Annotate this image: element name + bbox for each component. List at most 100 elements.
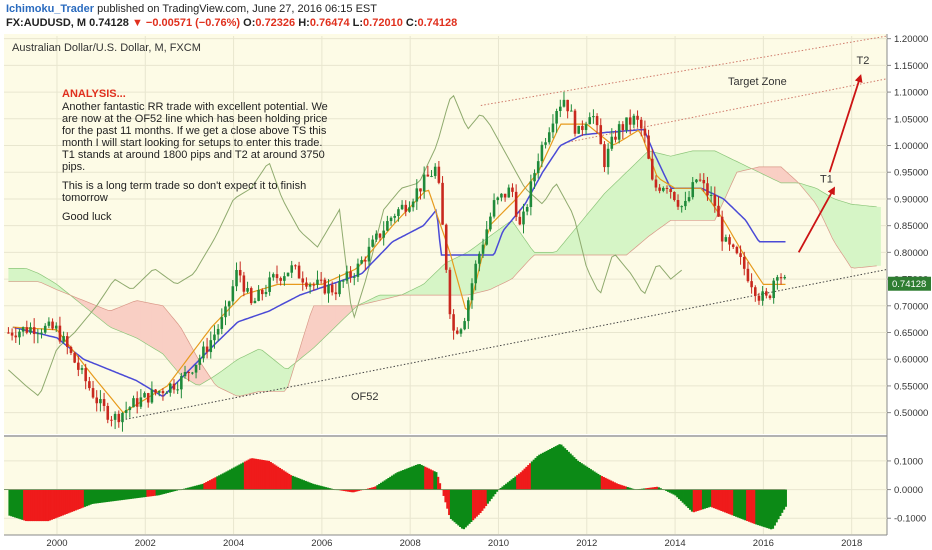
histogram-bar <box>481 489 484 511</box>
price-chart[interactable]: T1 T2 Target Zone OF52 0.50000 0.55000 0.6000… <box>0 34 932 550</box>
histogram-bar <box>74 489 77 511</box>
histogram-bar <box>762 489 765 527</box>
cloud-segment <box>424 280 429 296</box>
candle-bull <box>400 204 404 210</box>
histogram-bar <box>694 489 697 512</box>
candle-bull <box>352 276 356 278</box>
cloud-segment <box>490 233 495 290</box>
histogram-bar <box>747 489 751 522</box>
candle-bear <box>779 277 783 279</box>
cloud-segment <box>696 150 701 221</box>
histogram-bar <box>451 489 454 521</box>
publish-line: Ichimoku_Trader published on TradingView… <box>6 3 377 15</box>
candle-bull <box>54 325 58 329</box>
candle-bull <box>500 193 503 198</box>
histogram-bar <box>676 489 679 498</box>
cloud-segment <box>718 152 723 213</box>
histogram-bar <box>291 475 294 490</box>
candle-bear <box>172 383 176 390</box>
histogram-bar <box>685 489 688 507</box>
y-tick-label: 0.65000 <box>894 328 928 339</box>
candle-bull <box>485 229 488 245</box>
target-label: T1 <box>820 173 833 185</box>
histogram-bar <box>532 459 535 490</box>
histogram-bar <box>586 466 589 490</box>
histogram-bar <box>523 468 526 490</box>
author-link[interactable]: Ichimoku_Trader <box>6 3 95 15</box>
cloud-segment <box>100 307 105 323</box>
histogram-bar <box>521 470 524 490</box>
candle-bear <box>249 288 253 304</box>
histogram-bar <box>679 489 683 501</box>
candle-bear <box>88 381 91 389</box>
cloud-segment <box>759 166 764 174</box>
oscillator-axis[interactable]: 0.1000 0.0000 -0.1000 <box>887 456 926 525</box>
histogram-bar <box>683 489 686 505</box>
candle-bull <box>389 217 393 222</box>
candle-bull <box>283 276 286 281</box>
cloud-segment <box>111 309 116 330</box>
candle-bull <box>422 174 426 192</box>
histogram-bar <box>510 479 513 490</box>
histogram-bar <box>111 489 114 502</box>
senkou-span-b-line <box>8 166 877 397</box>
histogram-bar <box>188 487 191 490</box>
histogram-bar <box>146 489 149 497</box>
candle-bear <box>275 274 279 279</box>
price-axis[interactable]: 0.500000.550000.600000.650000.700000.750… <box>887 34 931 419</box>
candle-bear <box>735 246 739 254</box>
close-label: C: <box>405 17 418 29</box>
candle-bull <box>224 306 227 318</box>
histogram-bar <box>308 482 311 490</box>
cloud-segment <box>56 284 61 291</box>
cloud-segment <box>170 314 175 368</box>
histogram-bar <box>595 472 598 490</box>
histogram-bar <box>345 489 348 492</box>
candle-bear <box>187 371 190 373</box>
candle-bear <box>676 199 680 207</box>
histogram-bar <box>54 489 57 519</box>
cloud-segment <box>486 235 491 291</box>
histogram-bar <box>12 489 15 517</box>
histogram-bar <box>208 480 212 490</box>
histogram-bar <box>733 489 736 517</box>
histogram-bar <box>668 489 672 493</box>
histogram-bar <box>672 489 675 495</box>
candle-bear <box>14 335 18 338</box>
x-tick-label: 2012 <box>576 538 597 549</box>
y-tick-label: 1.00000 <box>894 141 928 152</box>
histogram-bar <box>93 489 96 504</box>
candle-bear <box>305 282 308 287</box>
histogram-bar <box>630 488 633 490</box>
histogram-bar <box>666 489 670 492</box>
histogram-bar <box>150 489 153 497</box>
candle-bull <box>80 368 84 370</box>
candle-bear <box>643 128 647 136</box>
time-axis[interactable]: 2000 2002 2004 2006 2008 2010 2012 2014 2016 2018 <box>4 534 887 549</box>
analysis-line: for the past 11 months. If we get a clos… <box>62 125 327 137</box>
cloud-segment <box>762 166 767 176</box>
x-tick-label: 2016 <box>753 538 774 549</box>
cloud-segment <box>644 150 650 240</box>
candle-bull <box>433 166 437 176</box>
histogram-bar <box>104 489 107 503</box>
histogram-bar <box>326 487 329 490</box>
candle-bear <box>669 189 672 192</box>
candle-bull <box>157 391 161 393</box>
histogram-bar <box>462 489 466 530</box>
histogram-bar <box>157 489 160 496</box>
candle-bull <box>408 207 411 212</box>
cloud-segment <box>140 301 145 343</box>
candle-bull <box>709 194 713 196</box>
histogram-bar <box>223 472 226 490</box>
histogram-bar <box>459 489 462 527</box>
histogram-bar <box>330 488 333 490</box>
cloud-segment <box>288 365 293 387</box>
target-label: T2 <box>857 55 870 67</box>
candle-bull <box>606 148 610 168</box>
histogram-bar <box>771 489 775 529</box>
histogram-bar <box>495 489 499 492</box>
cloud-segment <box>865 205 870 267</box>
histogram-bar <box>186 487 190 490</box>
candle-bull <box>169 383 172 393</box>
